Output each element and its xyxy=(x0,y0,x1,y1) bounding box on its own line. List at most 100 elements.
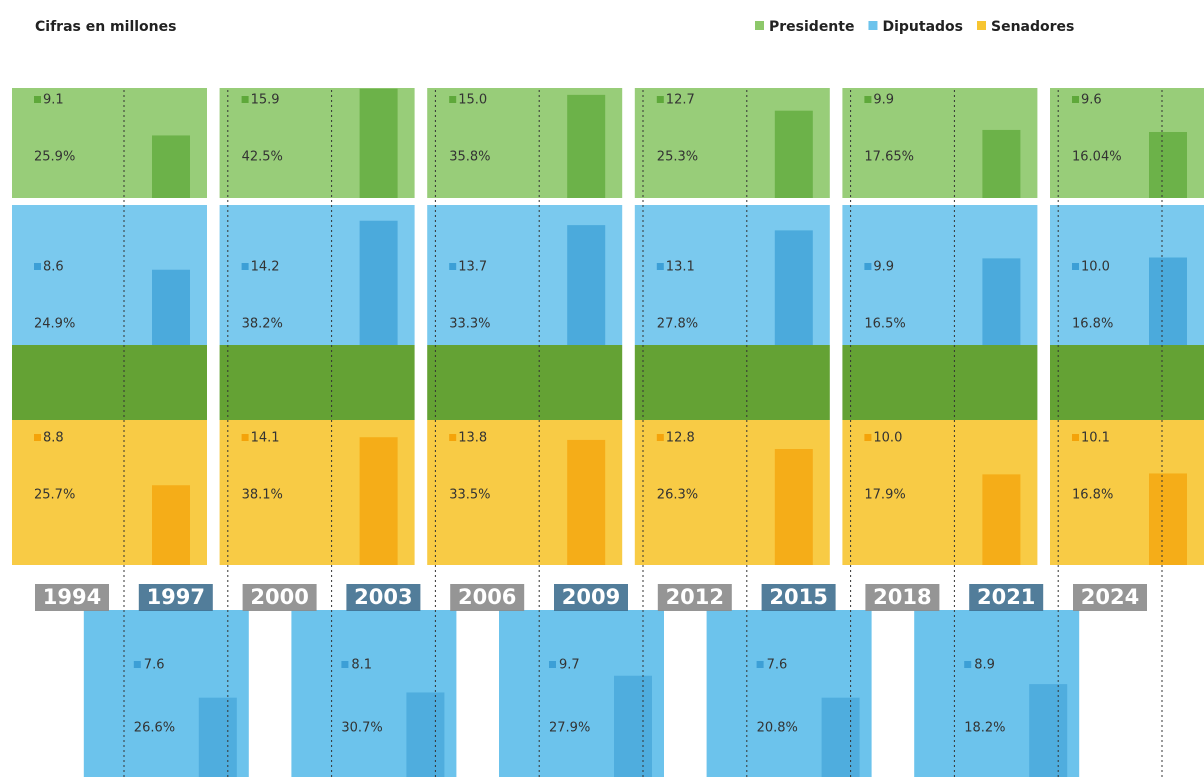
diputados-pct: 27.9% xyxy=(549,721,590,736)
senadores-value: 13.8 xyxy=(458,431,487,446)
diputados-pct: 20.8% xyxy=(757,721,798,736)
diputados-value: 13.7 xyxy=(458,260,487,275)
diputados-bar xyxy=(567,225,606,345)
presidente-value: 9.6 xyxy=(1081,93,1102,108)
legend-swatch xyxy=(868,21,878,30)
year-box xyxy=(346,584,421,611)
presidente-pct: 25.3% xyxy=(657,150,698,165)
presidente-pct: 17.65% xyxy=(864,150,914,165)
year-box xyxy=(865,584,940,611)
year-label: 1997 xyxy=(147,585,205,609)
senadores-value: 14.1 xyxy=(251,431,280,446)
diputados-value: 13.1 xyxy=(666,260,695,275)
diputados-bar xyxy=(359,220,398,345)
year-label: 2000 xyxy=(250,585,308,609)
presidente-bar xyxy=(1149,132,1187,198)
strip xyxy=(842,345,1038,420)
year-box xyxy=(35,584,109,611)
diputados-value: 9.9 xyxy=(873,260,894,275)
year-box xyxy=(554,584,628,611)
senadores-pct: 17.9% xyxy=(864,488,905,503)
senadores-pct: 26.3% xyxy=(657,488,698,503)
presidente-bar xyxy=(774,110,813,198)
senadores-value: 10.0 xyxy=(873,431,902,446)
presidente-value: 15.9 xyxy=(251,93,280,108)
diputados-bar xyxy=(774,230,813,345)
year-box xyxy=(761,584,836,611)
year-box xyxy=(242,584,317,611)
year-box xyxy=(450,584,525,611)
senadores-bar xyxy=(982,474,1021,565)
diputados-pct: 26.6% xyxy=(134,721,175,736)
presidente-bar xyxy=(982,129,1021,198)
diputados-bar xyxy=(821,697,860,777)
presidente-bar xyxy=(359,88,398,198)
legend-label: Presidente xyxy=(769,19,854,35)
year-label: 2018 xyxy=(873,585,931,609)
senadores-bar xyxy=(359,437,398,565)
year-label: 2012 xyxy=(666,585,724,609)
value-marker xyxy=(34,434,41,441)
year-label: 2015 xyxy=(769,585,827,609)
diputados-pct: 38.2% xyxy=(242,317,283,332)
year-label: 2021 xyxy=(977,585,1035,609)
value-marker xyxy=(449,96,457,103)
diputados-bar xyxy=(152,269,190,345)
value-marker xyxy=(241,263,249,270)
value-marker xyxy=(549,661,556,668)
presidente-bar xyxy=(152,135,190,198)
value-marker xyxy=(449,434,457,441)
diputados-bar xyxy=(1029,684,1068,777)
year-label: 2024 xyxy=(1081,585,1139,609)
value-marker xyxy=(656,263,664,270)
senadores-value: 8.8 xyxy=(43,431,64,446)
year-label: 2009 xyxy=(562,585,620,609)
diputados-pct: 27.8% xyxy=(657,317,698,332)
value-marker xyxy=(34,263,41,270)
diputados-bar xyxy=(1149,257,1187,345)
diputados-value: 7.6 xyxy=(144,658,165,673)
legend-label: Senadores xyxy=(991,19,1074,35)
diputados-value: 9.7 xyxy=(559,658,580,673)
value-marker xyxy=(1072,96,1079,103)
senadores-bar xyxy=(774,449,813,565)
senadores-bar xyxy=(567,439,606,565)
presidente-bar xyxy=(567,94,606,198)
diputados-pct: 16.8% xyxy=(1072,317,1113,332)
value-marker xyxy=(864,263,872,270)
diputados-value: 10.0 xyxy=(1081,260,1110,275)
year-label: 2003 xyxy=(354,585,412,609)
value-marker xyxy=(133,661,141,668)
value-marker xyxy=(241,434,249,441)
presidente-pct: 35.8% xyxy=(449,150,490,165)
presidente-value: 9.9 xyxy=(873,93,894,108)
year-box xyxy=(969,584,1044,611)
senadores-value: 12.8 xyxy=(666,431,695,446)
value-marker xyxy=(756,661,764,668)
diputados-bar xyxy=(614,675,652,777)
header-title: Cifras en millones xyxy=(35,19,176,35)
value-marker xyxy=(341,661,349,668)
strip xyxy=(12,345,207,420)
diputados-value: 8.1 xyxy=(351,658,372,673)
diputados-bar xyxy=(198,697,237,777)
senadores-bar xyxy=(152,485,190,565)
presidente-pct: 42.5% xyxy=(242,150,283,165)
diputados-bar xyxy=(982,258,1021,345)
diputados-pct: 18.2% xyxy=(964,721,1005,736)
diputados-pct: 33.3% xyxy=(449,317,490,332)
value-marker xyxy=(34,96,41,103)
year-box xyxy=(1073,584,1147,611)
value-marker xyxy=(1072,263,1079,270)
value-marker xyxy=(449,263,457,270)
value-marker xyxy=(1072,434,1079,441)
senadores-pct: 16.8% xyxy=(1072,488,1113,503)
strip xyxy=(1050,345,1204,420)
diputados-value: 7.6 xyxy=(767,658,788,673)
year-label: 1994 xyxy=(43,585,101,609)
presidente-value: 9.1 xyxy=(43,93,64,108)
diputados-value: 8.6 xyxy=(43,260,64,275)
strip xyxy=(634,345,830,420)
senadores-value: 10.1 xyxy=(1081,431,1110,446)
